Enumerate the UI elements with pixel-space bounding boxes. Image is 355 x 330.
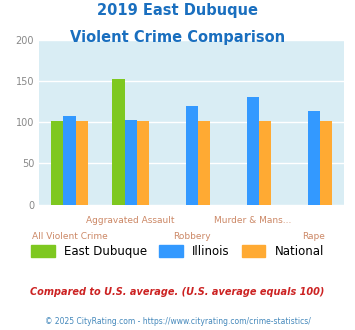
Text: Compared to U.S. average. (U.S. average equals 100): Compared to U.S. average. (U.S. average … bbox=[30, 287, 325, 297]
Bar bbox=[308, 112, 320, 205]
Text: Aggravated Assault: Aggravated Assault bbox=[86, 216, 175, 225]
Bar bbox=[247, 97, 259, 205]
Text: Violent Crime Comparison: Violent Crime Comparison bbox=[70, 30, 285, 45]
Bar bbox=[64, 115, 76, 205]
Bar bbox=[320, 121, 332, 205]
Bar bbox=[112, 79, 125, 205]
Bar bbox=[198, 121, 210, 205]
Text: Murder & Mans...: Murder & Mans... bbox=[214, 216, 291, 225]
Bar bbox=[51, 121, 64, 205]
Bar bbox=[186, 106, 198, 205]
Bar bbox=[259, 121, 271, 205]
Legend: East Dubuque, Illinois, National: East Dubuque, Illinois, National bbox=[26, 240, 329, 263]
Bar bbox=[76, 121, 88, 205]
Text: All Violent Crime: All Violent Crime bbox=[32, 232, 108, 241]
Text: © 2025 CityRating.com - https://www.cityrating.com/crime-statistics/: © 2025 CityRating.com - https://www.city… bbox=[45, 317, 310, 326]
Text: Rape: Rape bbox=[302, 232, 325, 241]
Bar bbox=[125, 120, 137, 205]
Text: Robbery: Robbery bbox=[173, 232, 211, 241]
Bar bbox=[137, 121, 149, 205]
Text: 2019 East Dubuque: 2019 East Dubuque bbox=[97, 3, 258, 18]
